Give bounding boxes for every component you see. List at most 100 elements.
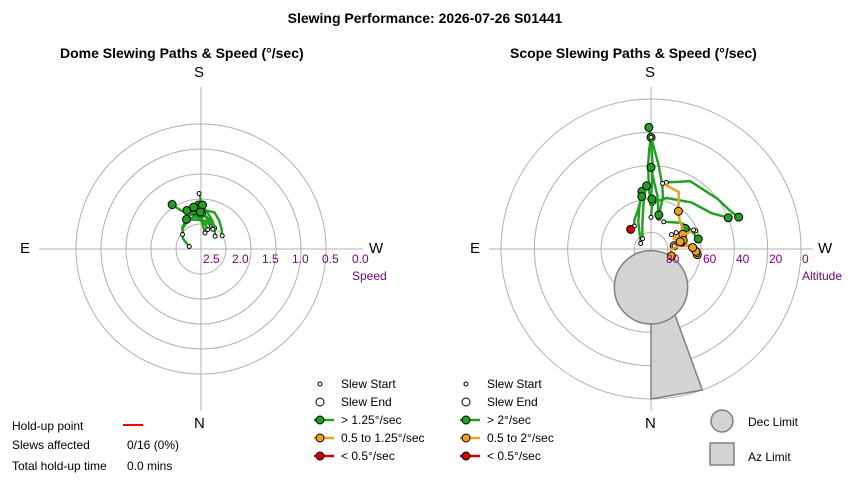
slew-start-point: [179, 232, 185, 238]
slew-end-point: [688, 243, 698, 253]
slew-path: [181, 212, 203, 248]
total-holdup-value: 0.0 mins: [127, 459, 173, 473]
slew-path: [170, 203, 213, 228]
slew-end-point: [195, 207, 205, 217]
dome-cardinal-bottom: N: [194, 415, 205, 432]
dome-cardinal-right: W: [369, 240, 384, 257]
dome-cardinal-left: E: [20, 240, 31, 257]
scope-radial-tick: 20: [769, 252, 783, 266]
dome-radial-tick: 2.0: [232, 252, 249, 266]
slew-path: [661, 182, 681, 213]
legend-speed-dot: [315, 415, 325, 425]
legend-speed-dot: [461, 451, 471, 461]
scope-slew-paths: [626, 122, 744, 261]
slew-path: [649, 166, 660, 220]
slew-end-point: [693, 234, 703, 244]
slew-end-point: [666, 251, 676, 261]
scope-legend-medium: 0.5 to 2°/sec: [487, 431, 554, 445]
slew-path: [665, 179, 740, 219]
scope-cardinal-top: S: [645, 64, 656, 81]
az-limit-legend-label: Az Limit: [748, 450, 791, 464]
slew-start-point: [196, 191, 202, 197]
dome-radial-tick: 1.5: [262, 252, 279, 266]
slew-end-point: [644, 122, 654, 132]
scope-chart-title: Scope Slewing Paths & Speed (°/sec): [510, 45, 757, 61]
slew-end-point: [167, 200, 177, 210]
slew-end-point: [654, 210, 664, 220]
dome-legend-fast: > 1.25°/sec: [341, 413, 402, 427]
slew-start-point: [661, 219, 667, 225]
dec-limit-region: [613, 249, 689, 325]
dome-legend-medium: 0.5 to 1.25°/sec: [341, 431, 425, 445]
dome-legend-slow: < 0.5°/sec: [341, 449, 395, 463]
legend-slew-start-symbol: [317, 381, 323, 387]
dome-legend-slew-end: Slew End: [341, 395, 392, 409]
slew-end-point: [675, 237, 685, 247]
dome-radial-tick: 2.5: [203, 252, 220, 266]
slew-start-point: [691, 227, 697, 233]
slew-start-point: [638, 241, 644, 247]
dome-radial-tick: 1.0: [292, 252, 309, 266]
slew-end-point: [734, 212, 744, 222]
dec-limit-legend-symbol: [710, 409, 734, 433]
total-holdup-label: Total hold-up time: [12, 459, 107, 473]
dec-limit-legend-label: Dec Limit: [748, 415, 799, 429]
slew-start-point: [212, 233, 218, 239]
legend-speed-dot: [315, 433, 325, 443]
slew-start-point: [660, 180, 666, 186]
legend-slew-end-symbol: [315, 397, 325, 407]
dome-polar-grid: [39, 87, 363, 411]
dome-radial-tick: 0.5: [322, 252, 339, 266]
slew-path: [633, 195, 643, 228]
scope-radial-tick: 40: [736, 252, 750, 266]
scope-radial-axis-label: Altitude: [802, 269, 843, 283]
scope-legend-slow: < 0.5°/sec: [487, 449, 541, 463]
slews-affected-label: Slews affected: [12, 438, 90, 452]
scope-limit-regions: [613, 249, 704, 400]
slew-start-point: [210, 226, 216, 232]
slew-start-point: [205, 227, 211, 233]
slew-end-point: [189, 202, 199, 212]
slew-start-point: [668, 232, 674, 238]
slews-affected-value: 0/16 (0%): [127, 438, 180, 452]
slew-start-point: [673, 230, 679, 236]
holdup-point-label: Hold-up point: [12, 419, 84, 433]
scope-radial-tick: 80: [666, 252, 680, 266]
scope-radial-tick: 60: [703, 252, 717, 266]
slew-start-point: [648, 134, 654, 140]
slew-end-point: [647, 194, 657, 204]
dome-radial-axis-label: Speed: [352, 269, 387, 283]
slew-end-point: [673, 206, 683, 216]
scope-legend-slew-start: Slew Start: [487, 377, 542, 391]
scope-legend-slew-end: Slew End: [487, 395, 538, 409]
az-limit-legend-symbol: [709, 442, 735, 466]
legend-speed-dot: [461, 415, 471, 425]
legend-slew-start-symbol: [463, 381, 469, 387]
dome-radial-tick: 0.0: [352, 252, 369, 266]
slew-start-point: [202, 230, 208, 236]
slew-start-point: [186, 244, 192, 250]
page-title: Slewing Performance: 2026-07-26 S01441: [287, 10, 563, 26]
scope-radial-tick: 0: [802, 252, 809, 266]
scope-legend-fast: > 2°/sec: [487, 413, 531, 427]
legend-speed-dot: [461, 433, 471, 443]
scope-cardinal-bottom: N: [645, 415, 656, 432]
scope-cardinal-left: E: [470, 240, 481, 257]
dome-cardinal-top: S: [194, 64, 205, 81]
dome-legend-slew-start: Slew Start: [341, 377, 396, 391]
dome-slew-paths: [167, 191, 225, 250]
slew-end-point: [642, 181, 652, 191]
legend-speed-dot: [315, 451, 325, 461]
dome-chart-title: Dome Slewing Paths & Speed (°/sec): [60, 45, 304, 61]
slew-start-point: [648, 214, 654, 220]
slew-end-point: [182, 214, 192, 224]
slew-end-point: [637, 191, 647, 201]
legend-symbols: [123, 381, 735, 466]
slew-end-point: [723, 213, 733, 223]
legend-slew-end-symbol: [461, 397, 471, 407]
slew-end-point: [646, 162, 656, 172]
slew-start-point: [219, 233, 225, 239]
scope-cardinal-right: W: [818, 240, 833, 257]
